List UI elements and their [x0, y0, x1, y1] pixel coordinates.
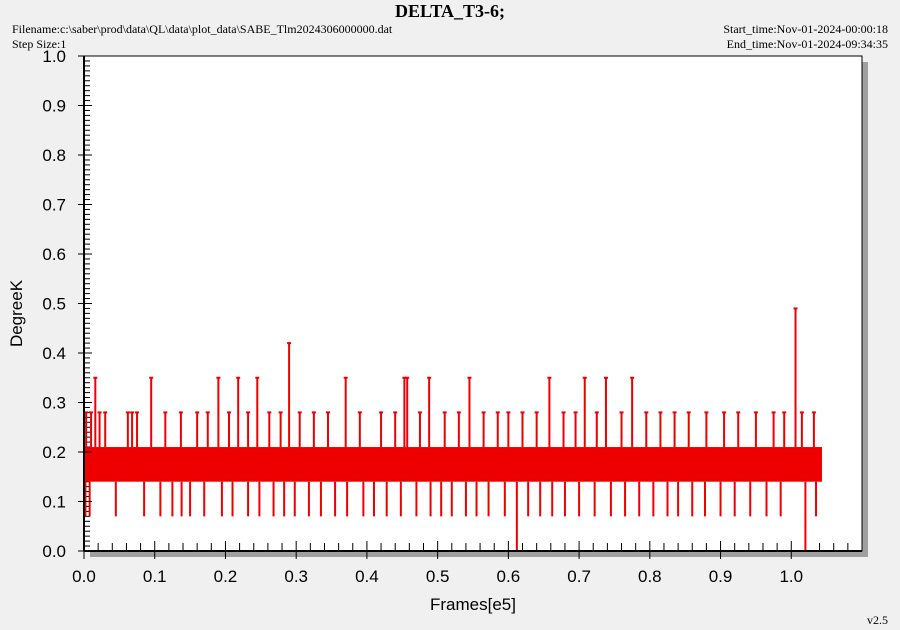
- x-tick-label: 0.9: [709, 567, 733, 586]
- series-baseline-band: [84, 447, 821, 482]
- y-tick-label: 0.3: [42, 394, 66, 413]
- x-tick-label: 0.6: [497, 567, 521, 586]
- x-tick-label: 0.5: [426, 567, 450, 586]
- y-tick-label: 0.4: [42, 344, 66, 363]
- end-time-label: End_time:Nov-01-2024-09:34:35: [726, 37, 888, 51]
- version-label: v2.5: [867, 613, 888, 627]
- x-axis-title: Frames[e5]: [430, 595, 516, 614]
- x-tick-label: 0.4: [355, 567, 379, 586]
- y-tick-label: 1.0: [42, 47, 66, 66]
- tick-labels: 0.0 0.1 0.2 0.3 0.4 0.5 0.6 0.7 0.8 0.9 1.0 0.0 0.1 0…: [42, 47, 803, 586]
- y-tick-label: 0.7: [42, 196, 66, 215]
- start-time-label: Start_time:Nov-01-2024-00:00:18: [723, 22, 888, 36]
- filename-label: Filename:c:\saber\prod\data\QL\data\plot…: [12, 22, 393, 36]
- y-tick-label: 0.5: [42, 295, 66, 314]
- axes-layer: [78, 55, 863, 559]
- x-tick-label: 0.7: [567, 567, 591, 586]
- y-tick-label: 0.8: [42, 146, 66, 165]
- y-tick-label: 0.9: [42, 97, 66, 116]
- x-tick-label: 0.3: [284, 567, 308, 586]
- x-tick-label: 1.0: [779, 567, 803, 586]
- x-tick-label: 0.1: [143, 567, 167, 586]
- series-layer: [83, 307, 822, 551]
- x-tick-label: 0.2: [214, 567, 238, 586]
- y-tick-label: 0.2: [42, 443, 66, 462]
- x-tick-label: 0.0: [72, 567, 96, 586]
- y-tick-label: 0.6: [42, 245, 66, 264]
- chart-title: DELTA_T3-6;: [394, 1, 506, 21]
- y-axis-title: DegreeK: [7, 279, 26, 347]
- y-tick-label: 0.0: [42, 542, 66, 561]
- step-size-label: Step Size:1: [12, 37, 67, 51]
- x-tick-label: 0.8: [638, 567, 662, 586]
- y-tick-label: 0.1: [42, 493, 66, 512]
